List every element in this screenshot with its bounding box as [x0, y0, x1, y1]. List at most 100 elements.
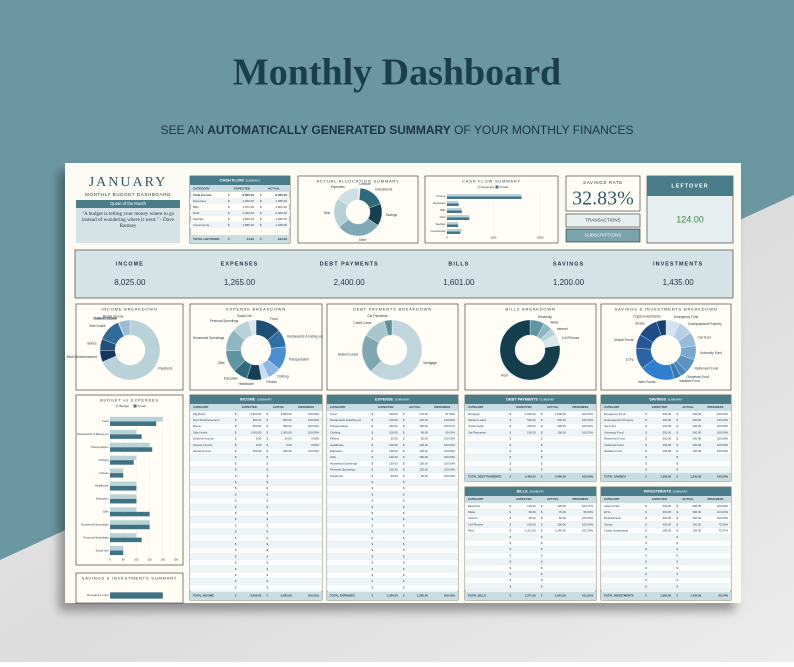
currency: $ — [676, 578, 678, 582]
cell: 100.00% — [444, 449, 456, 453]
currency: $ — [676, 443, 678, 447]
row-bg — [326, 553, 459, 560]
column-header: ACTUAL — [547, 497, 559, 501]
leftover-label: LEFTOVER — [671, 183, 708, 189]
cell: 50.00 — [421, 437, 428, 441]
summary-word: SUMMARY — [245, 178, 260, 182]
slice-label: Clothing — [277, 375, 289, 379]
currency: $ — [510, 535, 512, 539]
row-bg — [326, 479, 459, 486]
cell: 1,585.00 — [242, 223, 254, 227]
button-label[interactable]: SUBSCRIPTIONS — [585, 233, 622, 238]
cell: 100.31% — [308, 594, 320, 598]
currency: $ — [645, 547, 647, 551]
cell: 1,601.00 — [555, 594, 566, 598]
currency: $ — [372, 548, 374, 552]
cell: 150.00 — [419, 455, 428, 459]
bar — [110, 421, 157, 426]
row-bg — [326, 485, 459, 492]
table-total-bg — [327, 592, 458, 600]
slice-label: Expenses — [331, 185, 345, 189]
cell: 500.00 — [253, 424, 262, 428]
cell: Emergency Fund — [604, 412, 626, 416]
summary-word: SUMMARY — [668, 397, 683, 401]
row-bg — [326, 497, 459, 505]
currency: $ — [645, 504, 647, 508]
column-header: ACTUAL — [409, 405, 421, 409]
currency: $ — [645, 455, 647, 459]
cell: 100.00 — [389, 468, 398, 472]
cell: 87.50% — [446, 412, 456, 416]
currency: $ — [372, 412, 374, 416]
button[interactable] — [565, 213, 641, 228]
currency: $ — [235, 579, 237, 583]
currency: $ — [403, 594, 405, 598]
currency: $ — [372, 492, 374, 496]
row-bg — [189, 479, 323, 486]
currency: $ — [372, 523, 374, 527]
button-label[interactable]: TRANSACTIONS — [585, 218, 620, 223]
cell: 300.00 — [557, 424, 566, 428]
currency: $ — [676, 594, 678, 598]
row-bg — [600, 454, 732, 461]
currency: $ — [403, 542, 405, 546]
table-title: SAVINGS SUMMARY — [649, 397, 683, 401]
subtitle-end: OF YOUR MONTHLY FINANCES — [451, 123, 634, 137]
bar — [447, 203, 459, 206]
table-title-bar — [601, 395, 731, 404]
slice-label: Stocks — [635, 321, 645, 325]
y-tick-label: Income — [436, 194, 446, 198]
cell: 185.00 — [663, 529, 672, 533]
column-header: ACTUAL — [682, 497, 694, 501]
currency: $ — [372, 567, 374, 571]
cell: Cell Phones — [468, 522, 484, 526]
currency: $ — [510, 553, 512, 557]
row-bg — [189, 472, 323, 480]
currency: $ — [235, 418, 237, 422]
currency: $ — [372, 418, 374, 422]
cell: 100.00 — [389, 430, 398, 434]
currency: $ — [372, 542, 374, 546]
cell: 100.00% — [582, 430, 594, 434]
currency: $ — [403, 530, 405, 534]
currency: $ — [235, 573, 237, 577]
cell: 200.00 — [663, 418, 672, 422]
currency: $ — [676, 504, 678, 508]
currency: $ — [541, 535, 543, 539]
row-bg — [326, 528, 459, 536]
cell: 90.00 — [421, 430, 428, 434]
currency: $ — [235, 505, 237, 509]
currency: $ — [267, 594, 269, 598]
table-header — [601, 496, 731, 503]
currency: $ — [510, 529, 512, 533]
button[interactable] — [565, 228, 641, 243]
cell: 200.00 — [693, 424, 702, 428]
currency: $ — [403, 561, 405, 565]
currency: $ — [267, 511, 269, 515]
row-bg — [189, 510, 323, 517]
bar — [110, 511, 150, 517]
row-bg — [326, 572, 459, 579]
cell: 1,200.00 — [242, 199, 254, 203]
row-bg — [326, 491, 459, 498]
cell: 50.00 — [391, 437, 398, 441]
slice-label: Social Life — [237, 314, 252, 318]
currency: $ — [403, 573, 405, 577]
table-title-bar — [465, 395, 596, 404]
bar — [110, 447, 153, 452]
currency: $ — [676, 535, 678, 539]
slice — [248, 319, 257, 336]
bar — [110, 473, 124, 478]
slice-label: ETFs — [626, 358, 634, 362]
currency: $ — [372, 449, 374, 453]
currency: $ — [235, 585, 237, 589]
cell: 72.97% — [719, 529, 729, 533]
slice-label: Crypto Investments — [633, 314, 661, 318]
cell: Student Loans — [468, 418, 487, 422]
cell: 150.00 — [389, 424, 398, 428]
row-bg — [326, 584, 459, 591]
cell: 100.00% — [717, 510, 729, 514]
slice-label: Rent — [501, 374, 508, 378]
cell: Mutual Funds — [604, 516, 622, 520]
slice-label: Christmas Fund — [686, 375, 709, 379]
